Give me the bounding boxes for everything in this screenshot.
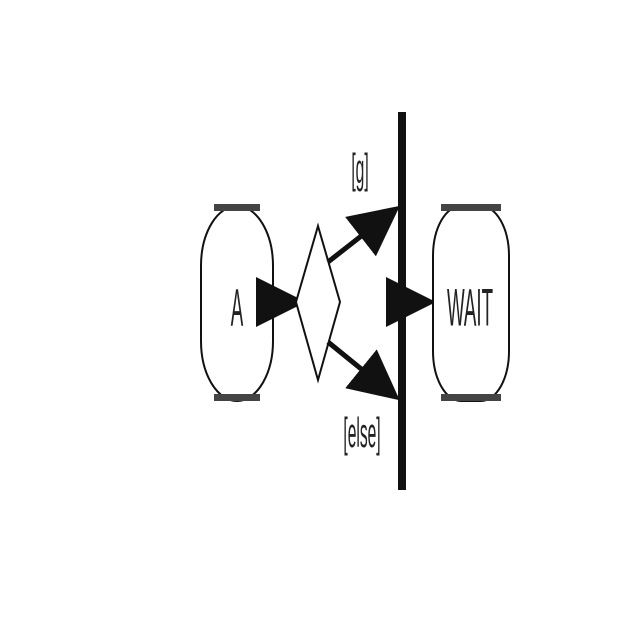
- action-node-a: A: [200, 204, 274, 402]
- action-node-a-bottom-band: [214, 394, 260, 401]
- action-node-wait-bottom-band: [441, 394, 501, 401]
- action-node-a-top-band: [214, 204, 260, 211]
- decision-node: [294, 222, 342, 384]
- synchronization-bar: [398, 112, 406, 490]
- action-node-wait-label: WAIT: [447, 279, 493, 338]
- action-node-a-label: A: [231, 279, 244, 338]
- guard-label-else: [else]: [343, 410, 380, 456]
- action-node-wait-top-band: [441, 204, 501, 211]
- flow-decision-guard-else: [326, 340, 400, 401]
- flow-decision-guard-g: [326, 205, 400, 264]
- guard-label-g: [g]: [351, 146, 368, 192]
- action-node-wait: WAIT: [432, 204, 510, 402]
